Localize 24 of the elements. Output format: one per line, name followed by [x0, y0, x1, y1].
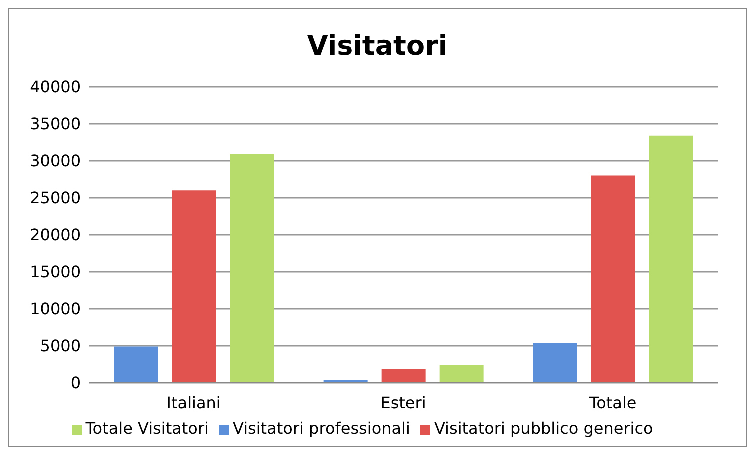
legend-label: Visitatori professionali: [232, 419, 410, 438]
y-tick-label: 40000: [30, 78, 81, 97]
y-tick-label: 20000: [30, 226, 81, 245]
y-tick-label: 15000: [30, 262, 81, 282]
chart-title: Visitatori: [306, 30, 449, 64]
y-tick-label: 10000: [30, 300, 81, 319]
y-tick-label: 5000: [40, 336, 81, 356]
x-tick-label: Esteri: [380, 393, 426, 412]
y-tick-label: 25000: [30, 188, 81, 208]
bar: [172, 190, 216, 383]
bar: [114, 346, 158, 383]
bar: [440, 365, 484, 383]
bar: [591, 176, 636, 383]
bar: [649, 136, 694, 383]
bar: [230, 154, 274, 383]
y-tick-label: 0: [70, 374, 81, 393]
bar: [533, 343, 578, 383]
y-tick-label: 35000: [30, 114, 81, 134]
y-tick-label: 30000: [30, 152, 81, 171]
x-tick-label: Italiani: [166, 393, 221, 412]
x-tick-label: Totale: [588, 393, 637, 412]
bar: [382, 368, 426, 383]
legend-label: Totale Visitatori: [86, 419, 209, 438]
legend-label: Visitatori pubblico generico: [434, 419, 654, 438]
